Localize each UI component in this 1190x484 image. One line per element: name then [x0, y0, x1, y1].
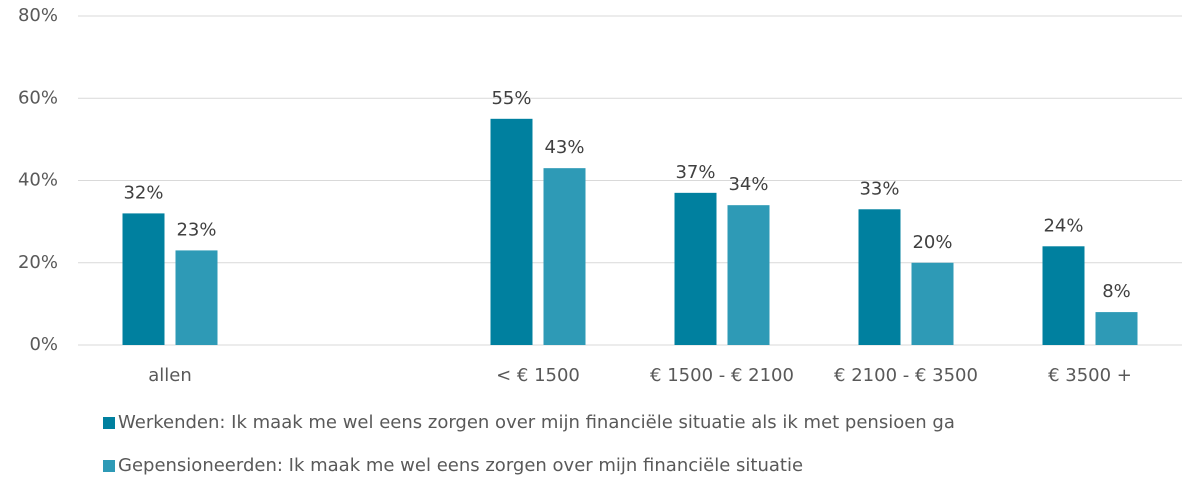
bar — [1095, 312, 1138, 345]
data-label: 8% — [1102, 281, 1131, 302]
legend-label: Gepensioneerden: Ik maak me wel eens zor… — [118, 455, 803, 476]
x-tick-label: € 1500 - € 2100 — [650, 365, 794, 386]
bar — [911, 262, 954, 345]
bar — [122, 213, 165, 345]
data-label: 23% — [176, 219, 216, 240]
data-label: 33% — [859, 178, 899, 199]
data-label: 20% — [912, 232, 952, 253]
legend-swatch — [103, 460, 115, 472]
bar — [858, 209, 901, 345]
data-label: 55% — [491, 88, 531, 109]
data-label: 24% — [1043, 215, 1083, 236]
bar — [674, 192, 717, 345]
legend-swatch — [103, 417, 115, 429]
y-tick-label: 20% — [18, 252, 58, 273]
data-label: 37% — [675, 162, 715, 183]
bar — [175, 250, 218, 345]
bar — [727, 205, 770, 345]
data-label: 43% — [544, 137, 584, 158]
y-tick-label: 60% — [18, 87, 58, 108]
legend-label: Werkenden: Ik maak me wel eens zorgen ov… — [118, 412, 955, 433]
y-tick-label: 0% — [29, 334, 58, 355]
x-tick-label: allen — [148, 365, 192, 386]
x-tick-label: € 3500 + — [1048, 365, 1132, 386]
y-tick-label: 80% — [18, 5, 58, 26]
bar — [490, 118, 533, 345]
data-label: 32% — [123, 182, 163, 203]
bar — [543, 168, 586, 345]
x-tick-label: < € 1500 — [496, 365, 580, 386]
x-tick-label: € 2100 - € 3500 — [834, 365, 978, 386]
bar — [1042, 246, 1085, 345]
y-tick-label: 40% — [18, 170, 58, 191]
data-label: 34% — [728, 174, 768, 195]
